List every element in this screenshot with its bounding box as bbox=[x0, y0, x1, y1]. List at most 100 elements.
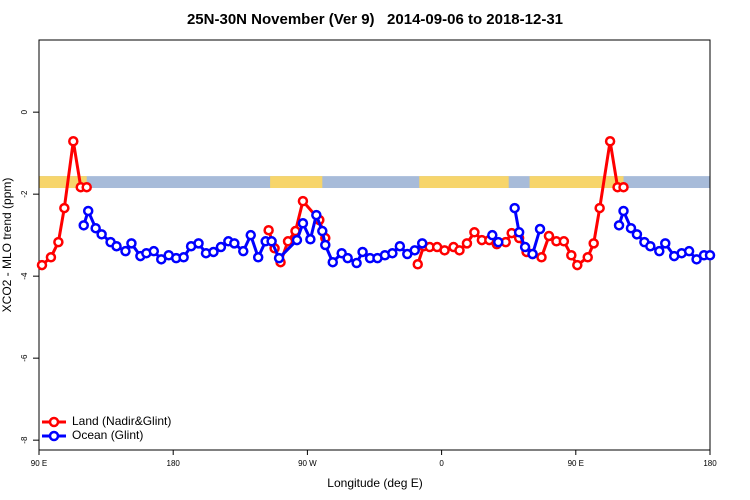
data-point bbox=[245, 229, 256, 241]
data-point bbox=[625, 222, 637, 234]
land-band bbox=[419, 176, 509, 189]
y-tick-label: 0 bbox=[20, 109, 29, 114]
data-point bbox=[454, 245, 465, 256]
legend-label: Land (Nadir&Glint) bbox=[72, 414, 171, 428]
x-tick-label: 90 W bbox=[298, 459, 317, 468]
data-point bbox=[78, 220, 89, 231]
data-point bbox=[487, 229, 498, 241]
x-tick-label: 90 E bbox=[31, 459, 47, 468]
data-point bbox=[604, 136, 616, 147]
y-tick-label: -6 bbox=[20, 354, 29, 362]
legend-marker bbox=[48, 430, 60, 442]
data-point bbox=[704, 250, 716, 261]
data-point bbox=[645, 240, 656, 252]
plot-frame bbox=[38, 39, 711, 451]
data-point bbox=[148, 245, 160, 257]
data-point bbox=[394, 240, 406, 252]
data-point bbox=[126, 238, 137, 249]
data-point bbox=[416, 238, 428, 249]
data-point bbox=[297, 195, 309, 207]
data-point bbox=[305, 234, 316, 245]
data-point bbox=[543, 230, 555, 242]
data-point bbox=[594, 202, 605, 214]
data-point bbox=[68, 136, 79, 147]
data-point bbox=[282, 236, 294, 247]
data-point bbox=[618, 181, 629, 193]
data-point bbox=[660, 238, 671, 249]
legend-marker bbox=[48, 416, 60, 428]
data-point bbox=[238, 245, 249, 257]
data-point bbox=[156, 254, 167, 265]
data-point bbox=[291, 234, 303, 246]
data-point bbox=[691, 254, 702, 265]
ocean-band bbox=[39, 176, 710, 189]
land-band bbox=[270, 176, 323, 189]
data-point bbox=[631, 229, 643, 240]
data-point bbox=[342, 252, 353, 264]
data-point bbox=[252, 252, 264, 263]
data-point bbox=[297, 218, 309, 229]
plot-area: 0 -2 -4 -6 -8 90 E 180 90 W 0 90 E 180 Land (Nadir&… bbox=[20, 39, 717, 468]
data-point bbox=[229, 238, 240, 249]
data-point bbox=[357, 246, 368, 258]
x-tick-label: 90 E bbox=[568, 459, 584, 468]
data-point bbox=[588, 238, 599, 249]
data-point bbox=[59, 202, 70, 214]
data-point bbox=[96, 229, 107, 240]
data-point bbox=[311, 209, 322, 221]
y-tick-label: -2 bbox=[20, 190, 29, 198]
data-point bbox=[351, 257, 362, 269]
y-axis-label: XCO2 - MLO trend (ppm) bbox=[0, 178, 14, 313]
data-point bbox=[613, 220, 625, 231]
data-point bbox=[45, 252, 57, 263]
legend-label: Ocean (Glint) bbox=[72, 428, 143, 442]
x-tick-label: 180 bbox=[167, 459, 181, 468]
data-point bbox=[208, 246, 219, 258]
data-point bbox=[82, 205, 94, 217]
land-band bbox=[529, 176, 624, 189]
data-point bbox=[111, 240, 122, 252]
data-point bbox=[493, 236, 504, 248]
data-point bbox=[53, 236, 64, 248]
data-point bbox=[519, 241, 531, 253]
data-point bbox=[215, 241, 227, 253]
data-point bbox=[178, 252, 189, 263]
y-tick-label: -8 bbox=[20, 436, 29, 444]
data-point bbox=[527, 248, 538, 260]
legend: Land (Nadir&Glint)Ocean (Glint) bbox=[42, 414, 171, 442]
data-point bbox=[36, 259, 48, 271]
land-band bbox=[39, 176, 87, 189]
y-tick-label: -4 bbox=[20, 272, 29, 280]
data-point bbox=[654, 245, 665, 257]
data-point bbox=[513, 227, 525, 238]
data-point bbox=[263, 224, 274, 236]
data-point bbox=[461, 238, 473, 249]
x-tick-label: 180 bbox=[703, 459, 717, 468]
data-point bbox=[536, 252, 547, 263]
data-point bbox=[618, 205, 629, 217]
data-point bbox=[317, 225, 328, 237]
data-point bbox=[90, 222, 101, 234]
data-point bbox=[412, 259, 423, 270]
data-point bbox=[81, 181, 92, 193]
data-point bbox=[582, 252, 593, 263]
data-point bbox=[566, 250, 577, 261]
data-point bbox=[439, 245, 450, 256]
chart-title: 25N-30N November (Ver 9) 2014-09-06 to 2… bbox=[187, 11, 563, 28]
data-point bbox=[266, 236, 277, 247]
data-point bbox=[558, 236, 570, 247]
data-point bbox=[469, 227, 480, 238]
data-point bbox=[509, 202, 520, 214]
data-point bbox=[273, 252, 285, 264]
data-point bbox=[409, 245, 421, 256]
data-point bbox=[320, 239, 331, 251]
data-point bbox=[572, 259, 583, 271]
data-point bbox=[683, 245, 695, 257]
data-point bbox=[534, 223, 546, 235]
x-tick-label: 0 bbox=[439, 459, 444, 468]
data-point bbox=[120, 245, 131, 257]
x-axis-label: Longitude (deg E) bbox=[327, 476, 422, 490]
data-point bbox=[387, 247, 398, 259]
